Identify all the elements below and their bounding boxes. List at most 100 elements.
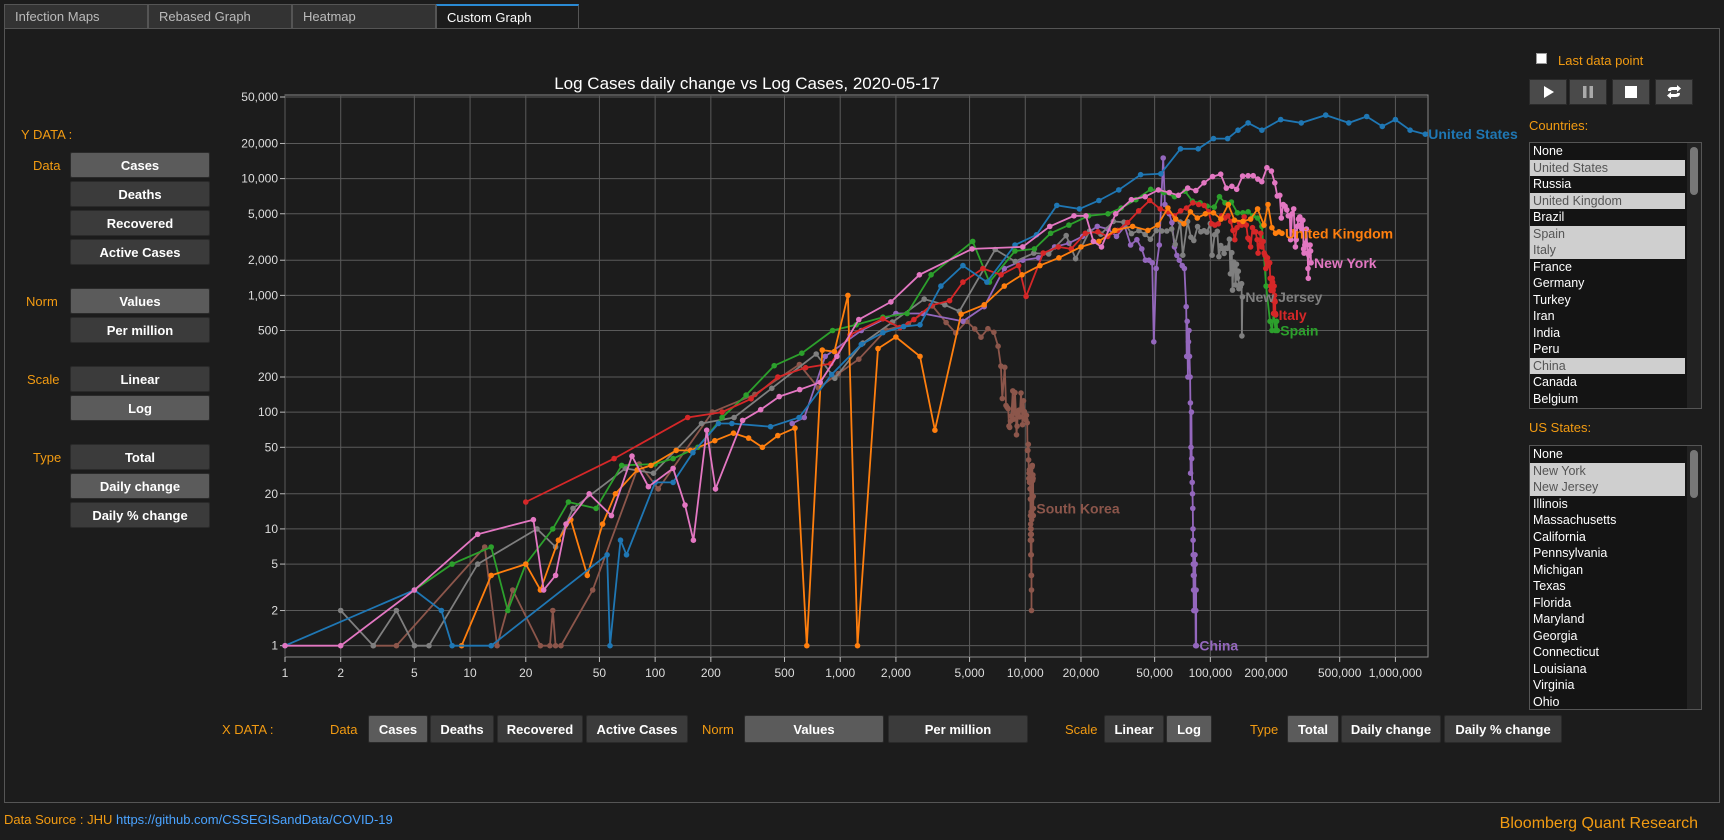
state-item-maryland[interactable]: Maryland [1533, 612, 1585, 626]
country-item-none[interactable]: None [1533, 144, 1563, 158]
y-norm-per-million-button[interactable]: Per million [70, 317, 210, 343]
stop-button[interactable] [1612, 79, 1650, 105]
country-item-united-kingdom[interactable]: United Kingdom [1530, 192, 1685, 209]
x-norm-per-million-button[interactable]: Per million [888, 715, 1028, 743]
y-tick-label: 20,000 [241, 136, 278, 150]
pause-button[interactable] [1569, 79, 1607, 105]
data-point [1194, 223, 1201, 230]
data-point [1216, 253, 1222, 260]
country-item-germany[interactable]: Germany [1533, 276, 1585, 290]
data-point [1153, 227, 1160, 234]
data-point [1184, 185, 1191, 191]
data-point [670, 455, 676, 462]
data-point [1259, 178, 1265, 185]
countries-list[interactable]: None United States Russia United Kingdom Bra… [1529, 142, 1702, 409]
country-item-italy[interactable]: Italy [1530, 242, 1685, 259]
loop-button[interactable] [1655, 79, 1693, 105]
state-item-michigan[interactable]: Michigan [1533, 562, 1584, 577]
data-point [488, 544, 495, 550]
x-data-cases-button[interactable]: Cases [368, 715, 428, 743]
data-point [1187, 470, 1194, 477]
data-point [1254, 215, 1261, 221]
us-states-scrollbar[interactable] [1687, 446, 1701, 709]
country-item-spain[interactable]: Spain [1530, 225, 1685, 242]
tab-custom-graph[interactable]: Custom Graph [436, 4, 579, 28]
data-point [1229, 287, 1236, 293]
y-data-deaths-button[interactable]: Deaths [70, 181, 210, 207]
data-point [804, 642, 810, 649]
countries-scrollbar[interactable] [1687, 143, 1701, 408]
state-item-illinois[interactable]: Illinois [1533, 496, 1568, 511]
country-item-china[interactable]: China [1530, 357, 1685, 374]
data-point [819, 347, 826, 353]
x-data-active-cases-button[interactable]: Active Cases [586, 715, 688, 743]
y-type-daily-pct-change-button[interactable]: Daily % change [70, 502, 210, 528]
y-data-header: Y DATA : [21, 127, 73, 142]
y-type-daily-change-button[interactable]: Daily change [70, 473, 210, 499]
country-item-brazil[interactable]: Brazil [1533, 210, 1565, 224]
state-item-new-jersey[interactable]: New Jersey [1530, 479, 1685, 496]
state-item-pennsylvania[interactable]: Pennsylvania [1533, 546, 1608, 560]
y-scale-label: Scale [27, 372, 60, 387]
y-scale-log-button[interactable]: Log [70, 395, 210, 421]
x-scale-linear-button[interactable]: Linear [1104, 715, 1164, 743]
state-item-none[interactable]: None [1533, 447, 1563, 461]
country-item-france[interactable]: France [1533, 259, 1572, 274]
country-item-iran[interactable]: Iran [1533, 309, 1555, 323]
country-item-belgium[interactable]: Belgium [1533, 391, 1579, 406]
y-data-recovered-button[interactable]: Recovered [70, 210, 210, 236]
state-item-texas[interactable]: Texas [1533, 579, 1566, 593]
data-point [1245, 120, 1251, 126]
data-point [1255, 250, 1261, 256]
x-type-daily-pct-change-button[interactable]: Daily % change [1444, 715, 1562, 743]
data-point [1172, 216, 1179, 222]
x-tick-label: 200,000 [1244, 666, 1288, 680]
data-point [719, 409, 725, 415]
y-norm-values-button[interactable]: Values [70, 288, 210, 314]
last-data-point-checkbox[interactable] [1536, 53, 1547, 64]
country-item-peru[interactable]: Peru [1533, 342, 1560, 356]
x-scale-log-button[interactable]: Log [1166, 715, 1212, 743]
data-point [648, 462, 654, 469]
state-item-georgia[interactable]: Georgia [1533, 628, 1578, 643]
x-data-deaths-button[interactable]: Deaths [430, 715, 494, 743]
data-point [1047, 223, 1053, 230]
tab-infection-maps[interactable]: Infection Maps [4, 4, 148, 28]
data-point [1129, 223, 1136, 230]
x-norm-values-button[interactable]: Values [744, 715, 884, 743]
country-item-canada[interactable]: Canada [1533, 375, 1577, 389]
country-item-russia[interactable]: Russia [1533, 177, 1572, 191]
y-data-cases-button[interactable]: Cases [70, 152, 210, 178]
state-item-california[interactable]: California [1533, 529, 1586, 544]
state-item-florida[interactable]: Florida [1533, 595, 1572, 610]
x-type-total-button[interactable]: Total [1287, 715, 1339, 743]
data-point [856, 356, 862, 363]
data-point [1230, 227, 1236, 234]
x-data-recovered-button[interactable]: Recovered [497, 715, 583, 743]
state-item-virginia[interactable]: Virginia [1533, 678, 1575, 692]
tab-heatmap[interactable]: Heatmap [292, 4, 436, 28]
play-button[interactable] [1529, 79, 1567, 105]
state-item-new-york[interactable]: New York [1530, 462, 1685, 479]
country-item-turkey[interactable]: Turkey [1533, 292, 1571, 307]
data-point [1147, 236, 1154, 243]
data-point [1254, 206, 1261, 212]
country-item-united-states[interactable]: United States [1530, 159, 1685, 176]
tab-rebased-graph[interactable]: Rebased Graph [148, 4, 292, 28]
state-item-louisiana[interactable]: Louisiana [1533, 661, 1587, 676]
state-item-massachusetts[interactable]: Massachusetts [1533, 513, 1617, 527]
data-point [1082, 230, 1089, 237]
data-point [1225, 213, 1231, 219]
y-type-total-button[interactable]: Total [70, 444, 210, 470]
state-item-connecticut[interactable]: Connecticut [1533, 645, 1600, 659]
state-item-ohio[interactable]: Ohio [1533, 694, 1560, 709]
data-point [1306, 252, 1312, 259]
y-data-active-cases-button[interactable]: Active Cases [70, 239, 210, 265]
us-states-list[interactable]: None New York New Jersey Illinois Massachuse… [1529, 445, 1702, 710]
data-point [1214, 228, 1221, 235]
y-scale-linear-button[interactable]: Linear [70, 366, 210, 392]
x-type-daily-change-button[interactable]: Daily change [1341, 715, 1441, 743]
country-item-india[interactable]: India [1533, 325, 1561, 340]
data-source-link[interactable]: https://github.com/CSSEGISandData/COVID-… [116, 812, 393, 827]
data-point [1072, 255, 1079, 262]
